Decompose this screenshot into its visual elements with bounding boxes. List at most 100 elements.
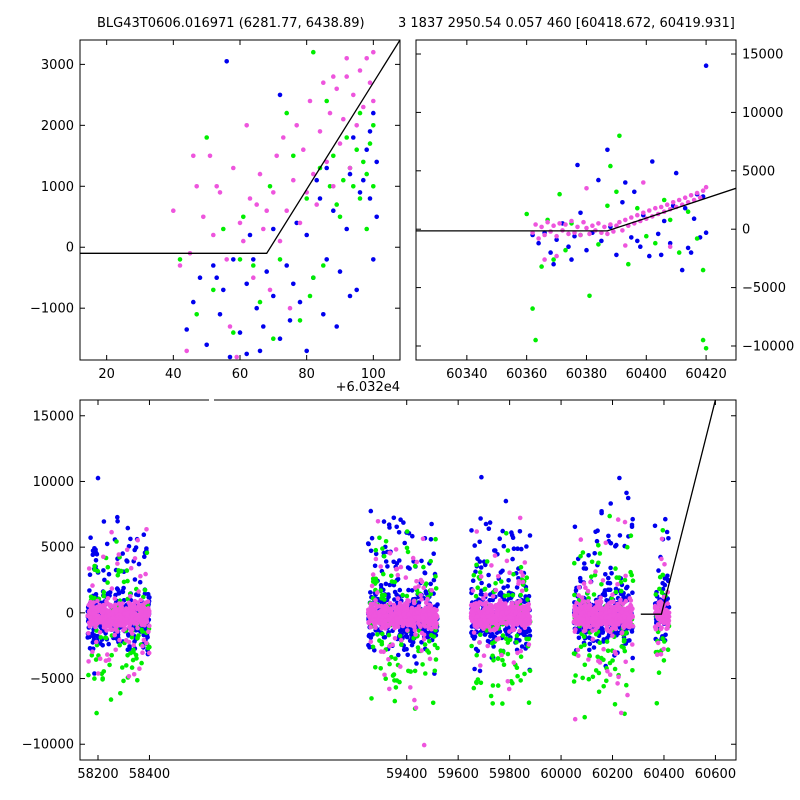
data-point-green bbox=[604, 639, 610, 644]
data-point-pink bbox=[415, 610, 420, 615]
data-point-pink bbox=[89, 601, 95, 607]
y-tick-label: 0 bbox=[742, 223, 750, 238]
zoom-panel-top-right: 60340 60360 60380 60400 60420 −10000 −5000 0 500… bbox=[415, 39, 794, 382]
data-point-pink bbox=[251, 275, 256, 281]
data-point-blue bbox=[371, 257, 376, 262]
data-point-green bbox=[371, 123, 376, 128]
data-point-green bbox=[526, 636, 532, 642]
data-point-green bbox=[685, 209, 691, 214]
data-point-blue bbox=[136, 592, 141, 598]
data-point-green bbox=[211, 287, 216, 293]
data-point-green bbox=[635, 205, 640, 211]
data-point-pink bbox=[284, 208, 290, 213]
x-tick-label: 59400 bbox=[386, 767, 427, 782]
data-point-blue bbox=[304, 232, 310, 238]
data-point-blue bbox=[412, 654, 417, 659]
data-point-pink bbox=[606, 601, 612, 606]
data-point-blue bbox=[416, 600, 422, 605]
data-point-pink bbox=[585, 599, 591, 604]
data-point-green bbox=[503, 636, 509, 641]
data-point-pink bbox=[419, 597, 424, 602]
data-point-green bbox=[354, 147, 360, 152]
data-point-pink bbox=[144, 527, 149, 532]
data-point-green bbox=[94, 710, 99, 716]
y-tick-label: 1000 bbox=[41, 180, 74, 195]
data-point-pink bbox=[109, 586, 115, 591]
data-point-green bbox=[628, 533, 634, 538]
data-point-pink bbox=[688, 193, 694, 198]
data-point-pink bbox=[399, 638, 404, 643]
data-point-blue bbox=[104, 541, 110, 547]
data-point-pink bbox=[490, 620, 496, 625]
data-point-blue bbox=[479, 474, 484, 480]
data-point-blue bbox=[638, 244, 643, 249]
x-tick-label: 80 bbox=[298, 367, 315, 382]
data-point-green bbox=[105, 580, 110, 585]
data-point-pink bbox=[474, 529, 480, 534]
data-point-pink bbox=[131, 672, 137, 677]
data-point-pink bbox=[659, 536, 665, 542]
data-point-blue bbox=[261, 324, 266, 329]
data-point-pink bbox=[264, 208, 270, 213]
data-point-pink bbox=[331, 74, 336, 79]
data-point-blue bbox=[382, 635, 388, 640]
data-point-green bbox=[389, 573, 394, 579]
y-tick-label: 0 bbox=[66, 606, 74, 621]
data-point-green bbox=[378, 588, 384, 593]
data-point-pink bbox=[307, 98, 313, 104]
data-point-pink bbox=[418, 593, 424, 598]
data-point-green bbox=[277, 257, 283, 262]
data-point-blue bbox=[244, 281, 249, 287]
data-point-pink bbox=[405, 598, 410, 603]
data-point-green bbox=[657, 586, 662, 592]
data-point-blue bbox=[658, 252, 664, 258]
data-point-pink bbox=[519, 588, 525, 594]
data-point-pink bbox=[109, 627, 114, 632]
data-point-green bbox=[421, 564, 426, 570]
data-point-pink bbox=[433, 613, 438, 618]
data-point-green bbox=[98, 635, 104, 640]
data-point-blue bbox=[593, 529, 598, 535]
data-point-green bbox=[551, 257, 556, 262]
data-point-blue bbox=[101, 519, 107, 524]
data-point-pink bbox=[499, 652, 504, 658]
data-point-blue bbox=[92, 671, 97, 676]
data-point-green bbox=[499, 579, 504, 584]
data-point-pink bbox=[377, 612, 382, 618]
data-point-pink bbox=[574, 600, 579, 606]
model-line bbox=[80, 40, 400, 254]
data-point-pink bbox=[421, 622, 426, 627]
data-point-pink bbox=[515, 600, 521, 605]
data-point-pink bbox=[146, 606, 151, 611]
data-point-pink bbox=[410, 555, 416, 561]
data-point-pink bbox=[630, 642, 635, 647]
data-point-pink bbox=[94, 618, 99, 623]
data-point-pink bbox=[247, 196, 253, 201]
data-point-pink bbox=[344, 74, 350, 79]
data-point-blue bbox=[361, 177, 366, 183]
data-point-green bbox=[271, 336, 276, 342]
data-point-pink bbox=[113, 602, 118, 608]
data-point-pink bbox=[97, 630, 103, 635]
data-point-green bbox=[659, 590, 665, 595]
data-point-blue bbox=[656, 568, 661, 573]
data-point-green bbox=[392, 698, 398, 704]
data-point-green bbox=[391, 672, 397, 677]
data-point-blue bbox=[428, 537, 434, 542]
data-point-pink bbox=[387, 621, 393, 627]
data-point-green bbox=[399, 642, 404, 647]
data-point-blue bbox=[703, 230, 709, 235]
data-point-green bbox=[120, 665, 125, 670]
data-point-blue bbox=[487, 520, 493, 525]
data-point-green bbox=[284, 110, 290, 116]
x-tick-label: 100 bbox=[361, 367, 386, 382]
data-point-pink bbox=[551, 223, 556, 228]
data-point-pink bbox=[508, 621, 514, 626]
data-point-pink bbox=[367, 80, 373, 85]
data-point-pink bbox=[370, 618, 375, 623]
data-point-green bbox=[612, 666, 618, 672]
data-point-pink bbox=[128, 565, 134, 571]
data-point-pink bbox=[482, 601, 488, 606]
data-point-pink bbox=[396, 616, 401, 622]
data-point-pink bbox=[598, 611, 604, 616]
